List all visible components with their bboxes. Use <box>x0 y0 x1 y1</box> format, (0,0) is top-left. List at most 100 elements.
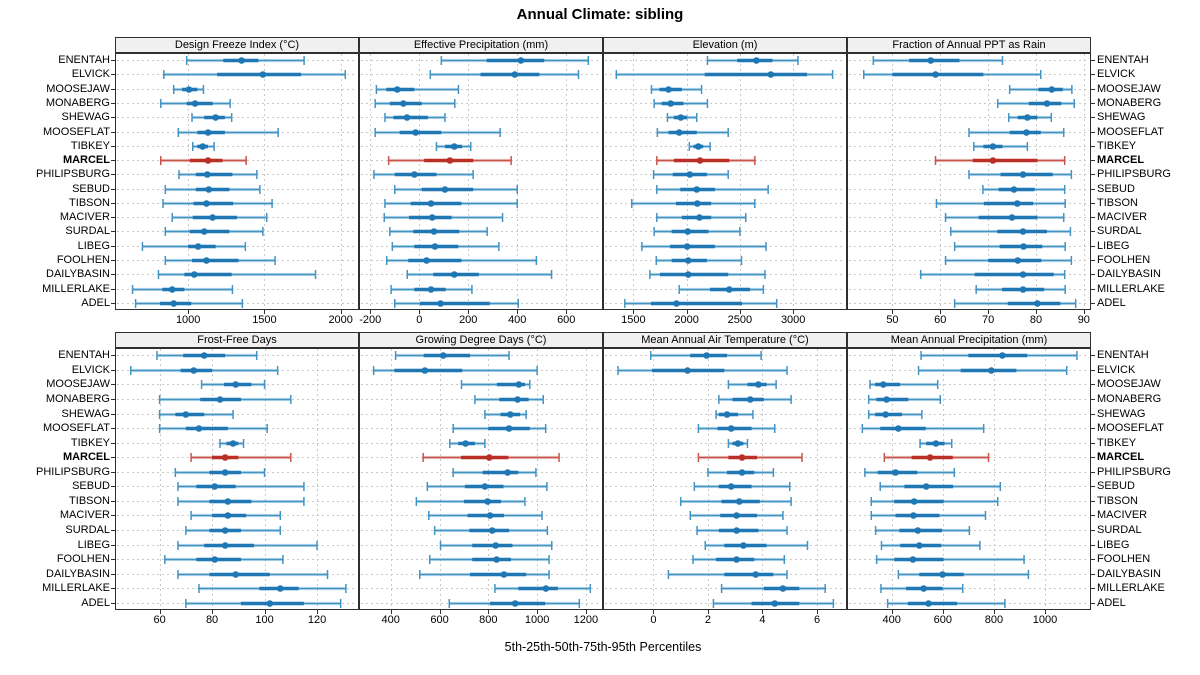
median-dot-mooseflat <box>727 425 735 432</box>
station-label-left-moosejaw: MOOSEJAW <box>46 82 110 95</box>
interval-sebud <box>394 185 519 194</box>
median-dot-philipsburg <box>686 171 694 178</box>
station-label-right-millerlake: MILLERLAKE <box>1097 582 1165 595</box>
interval-shewag <box>384 113 446 122</box>
y-axis-tick <box>1091 303 1095 304</box>
y-axis-tick <box>1091 472 1095 473</box>
median-dot-dailybasin <box>939 571 946 578</box>
interval-marcel <box>656 156 756 165</box>
median-dot-marcel <box>696 157 704 164</box>
interval-surdal <box>696 526 788 535</box>
station-label-left-foolhen: FOOLHEN <box>56 254 110 267</box>
station-label-left-millerlake: MILLERLAKE <box>42 582 110 595</box>
median-dot-millerlake <box>542 585 550 592</box>
interval-enentah <box>920 351 1078 360</box>
y-axis-tick <box>1091 260 1095 261</box>
median-dot-philipsburg <box>221 469 229 476</box>
station-label-left-sebud: SEBUD <box>72 182 110 195</box>
station-label-left-dailybasin: DAILYBASIN <box>46 567 110 580</box>
x-axis-tick-label: 200 <box>459 314 478 326</box>
y-axis-tick <box>111 501 115 502</box>
x-axis-tick <box>1084 310 1085 314</box>
interval-sebud <box>656 185 769 194</box>
median-dot-philipsburg <box>203 171 211 178</box>
interval-dailybasin <box>177 570 329 579</box>
median-dot-foolhen <box>1014 257 1022 264</box>
interval-foolhen <box>875 555 1025 564</box>
interval-maciver <box>190 511 282 520</box>
y-axis-tick <box>1091 588 1095 589</box>
interval-moosejaw <box>1008 85 1073 94</box>
median-dot-libeg <box>683 243 691 250</box>
median-dot-monaberg <box>400 100 407 107</box>
interval-monaberg <box>718 395 792 404</box>
interval-surdal <box>164 227 264 236</box>
y-axis-tick <box>111 203 115 204</box>
x-axis-tick <box>160 610 161 614</box>
x-axis-tick <box>264 310 265 314</box>
median-dot-enentah <box>238 57 245 64</box>
interval-surdal <box>185 526 282 535</box>
y-axis-tick <box>111 384 115 385</box>
median-dot-enentah <box>999 352 1006 359</box>
median-dot-philipsburg <box>738 469 746 476</box>
interval-tibkey <box>219 439 245 448</box>
x-axis-tick-label: 80 <box>205 614 219 626</box>
interval-moosejaw <box>375 85 460 94</box>
interval-libeg <box>953 242 1066 251</box>
station-label-left-tibson: TIBSON <box>69 494 110 507</box>
x-axis-tick <box>892 310 893 314</box>
interval-enentah <box>156 351 258 360</box>
interval-shewag <box>867 410 923 419</box>
x-axis-tick-label: 400 <box>381 614 400 626</box>
station-label-left-foolhen: FOOLHEN <box>56 553 110 566</box>
interval-dailybasin <box>897 570 1030 579</box>
station-label-left-mooseflat: MOOSEFLAT <box>42 125 110 138</box>
station-label-right-enentah: ENENTAH <box>1097 349 1149 362</box>
median-dot-elvick <box>421 367 429 374</box>
median-dot-mooseflat <box>195 425 203 432</box>
interval-libeg <box>391 242 500 251</box>
median-dot-maciver <box>209 214 216 221</box>
panel-header-design-freeze-index-c: Design Freeze Index (°C) <box>115 37 359 53</box>
interval-foolhen <box>692 555 786 564</box>
median-dot-dailybasin <box>684 271 692 278</box>
interval-millerlake <box>198 584 347 593</box>
station-label-right-foolhen: FOOLHEN <box>1097 553 1151 566</box>
median-dot-marcel <box>221 454 229 461</box>
median-dot-moosejaw <box>665 86 672 93</box>
median-dot-moosejaw <box>755 381 762 388</box>
median-dot-foolhen <box>493 556 500 563</box>
median-dot-libeg <box>431 243 439 250</box>
interval-sebud <box>982 185 1066 194</box>
median-dot-millerlake <box>1019 286 1027 293</box>
y-axis-tick <box>1091 457 1095 458</box>
interval-marcel <box>883 453 990 462</box>
interval-philipsburg <box>968 170 1073 179</box>
median-dot-maciver <box>910 512 917 519</box>
median-dot-monaberg <box>883 396 890 403</box>
interval-elvick <box>615 70 834 79</box>
station-label-right-tibson: TIBSON <box>1097 494 1138 507</box>
median-dot-sebud <box>693 186 701 193</box>
x-axis-tick <box>1036 310 1037 314</box>
interval-dailybasin <box>406 270 553 279</box>
interval-enentah <box>440 56 590 65</box>
median-dot-enentah <box>517 57 525 64</box>
y-axis-tick <box>1091 501 1095 502</box>
interval-foolhen <box>164 555 284 564</box>
interval-tibson <box>870 497 999 506</box>
interval-marcel <box>934 156 1066 165</box>
interval-shewag <box>158 410 234 419</box>
x-axis-tick <box>566 310 567 314</box>
median-dot-enentah <box>439 352 447 359</box>
interval-sebud <box>177 482 305 491</box>
median-dot-elvick <box>511 71 519 78</box>
interval-moosejaw <box>727 380 777 389</box>
interval-moosejaw <box>200 380 266 389</box>
x-axis-tick <box>793 310 794 314</box>
median-dot-millerlake <box>725 286 733 293</box>
y-axis-tick <box>1091 530 1095 531</box>
median-dot-shewag <box>506 411 514 418</box>
interval-sebud <box>879 482 1002 491</box>
